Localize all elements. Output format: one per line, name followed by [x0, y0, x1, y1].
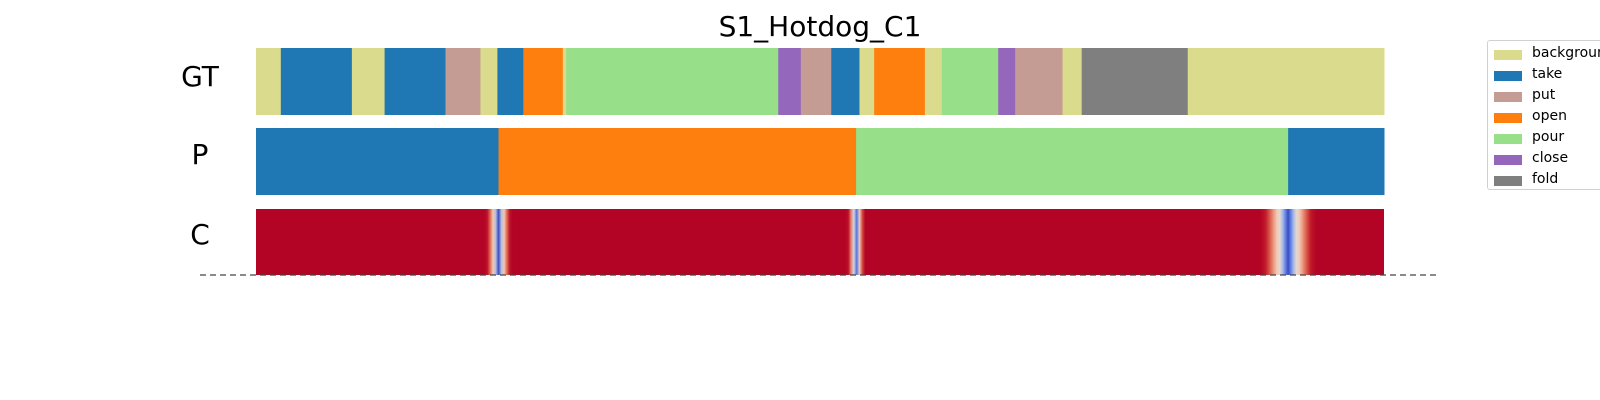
- gt-segment-background: [1187, 48, 1385, 115]
- legend-label: close: [1532, 150, 1569, 166]
- gt-segment-pour: [566, 48, 779, 115]
- gt-segment-take: [280, 48, 353, 115]
- pred-segment-pour: [856, 128, 1289, 195]
- gt-segment-close: [998, 48, 1016, 115]
- legend-label: background: [1532, 45, 1600, 61]
- gt-segment-open: [874, 48, 926, 115]
- gt-segment-pour: [941, 48, 999, 115]
- legend-item-fold: fold: [1488, 170, 1600, 190]
- gt-segment-background: [351, 48, 386, 115]
- confidence-row: [256, 209, 1384, 275]
- row-label-p: P: [191, 138, 209, 171]
- row-label-gt: GT: [181, 60, 219, 93]
- legend-item-pour: pour: [1488, 128, 1600, 148]
- legend-item-close: close: [1488, 149, 1600, 169]
- gt-segment-background: [859, 48, 875, 115]
- legend-label: open: [1532, 108, 1567, 124]
- gt-segment-put: [800, 48, 832, 115]
- legend-label: fold: [1532, 171, 1559, 187]
- legend-swatch: [1494, 50, 1522, 60]
- gt-segment-background: [256, 48, 282, 115]
- legend-item-put: put: [1488, 86, 1600, 106]
- legend-swatch: [1494, 155, 1522, 165]
- pred-segment-open: [498, 128, 857, 195]
- legend-swatch: [1494, 176, 1522, 186]
- legend-item-open: open: [1488, 107, 1600, 127]
- legend-label: put: [1532, 87, 1556, 103]
- pred-segment-take: [256, 128, 500, 195]
- confidence-band: [256, 209, 1384, 275]
- gt-segment-take: [497, 48, 524, 115]
- gt-row: [256, 48, 1385, 115]
- chart-title: S1_Hotdog_C1: [718, 10, 922, 43]
- pred-segment-take: [1288, 128, 1385, 195]
- legend-swatch: [1494, 134, 1522, 144]
- prediction-row: [256, 128, 1385, 195]
- legend-item-take: take: [1488, 65, 1600, 85]
- legend-label: pour: [1532, 129, 1565, 145]
- gt-segment-take: [831, 48, 860, 115]
- gt-segment-fold: [1081, 48, 1189, 115]
- gt-segment-background: [562, 48, 567, 115]
- gt-segment-open: [523, 48, 564, 115]
- legend-swatch: [1494, 71, 1522, 81]
- gt-segment-put: [445, 48, 481, 115]
- gt-segment-close: [778, 48, 802, 115]
- gt-segment-background: [480, 48, 498, 115]
- gt-segment-put: [1015, 48, 1064, 115]
- legend-item-background: background: [1488, 44, 1600, 64]
- legend: background take put open pour close fold: [1487, 40, 1600, 190]
- legend-label: take: [1532, 66, 1563, 82]
- row-label-c: C: [190, 218, 210, 251]
- legend-swatch: [1494, 92, 1522, 102]
- gt-segment-background: [924, 48, 943, 115]
- gt-segment-background: [1062, 48, 1083, 115]
- gt-segment-take: [384, 48, 447, 115]
- legend-swatch: [1494, 113, 1522, 123]
